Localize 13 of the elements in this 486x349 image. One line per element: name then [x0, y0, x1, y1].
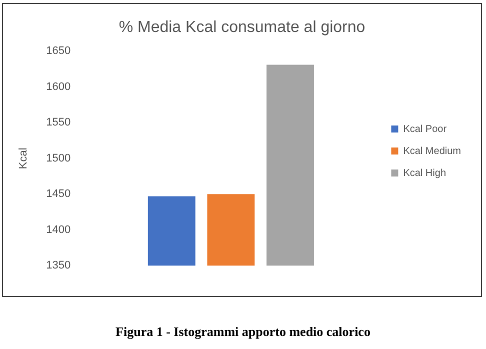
chart-title: % Media Kcal consumate al giorno: [118, 19, 366, 36]
legend-label: Kcal High: [403, 168, 446, 179]
y-tick-label: 1450: [46, 188, 71, 200]
legend-label: Kcal Poor: [403, 124, 448, 135]
y-tick-label: 1550: [46, 116, 71, 129]
y-tick-label: 1400: [46, 224, 71, 236]
y-axis-title: Kcal: [18, 148, 30, 170]
y-tick-label: 1650: [46, 45, 71, 58]
text: Figura 1 - Istogrammi apporto medio calorico: [114, 324, 372, 340]
y-tick-label: 1600: [46, 80, 71, 93]
y-tick-label: 1500: [46, 152, 71, 164]
y-tick-label: 1350: [46, 260, 71, 272]
legend-label: Kcal Medium: [403, 146, 462, 157]
